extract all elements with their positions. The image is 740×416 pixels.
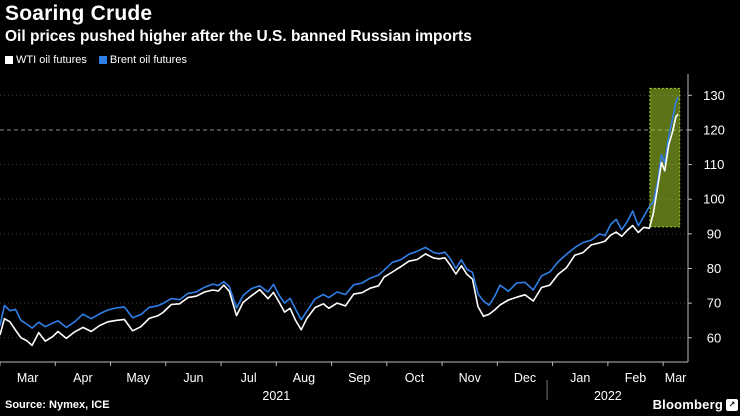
legend-label-brent: Brent oil futures [109,54,187,66]
x-year-label: 2021 [262,389,290,403]
x-tick-label: Oct [405,371,425,385]
x-tick-label: Aug [293,371,315,385]
y-tick-label: 110 [704,157,725,172]
x-tick-label: Sep [348,371,370,385]
x-tick-label: Jul [241,371,257,385]
y-tick-label: 120 [703,122,725,137]
x-tick-label: Jan [570,371,590,385]
y-tick-label: 130 [703,88,725,103]
legend-swatch-wti [5,56,13,64]
x-tick-label: Feb [625,371,647,385]
x-year-label: 2022 [594,389,622,403]
x-tick-label: Jun [183,371,203,385]
y-tick-label: 100 [703,192,725,207]
x-tick-label: Apr [73,371,92,385]
share-icon[interactable]: ↗ [726,399,738,411]
legend-item-brent: Brent oil futures [98,54,187,66]
x-tick-label: May [126,371,150,385]
legend-item-wti: WTI oil futures [5,54,87,66]
source-note: Source: Nymex, ICE [5,399,110,411]
legend: WTI oil futures Brent oil futures [5,54,187,66]
y-axis-title: U.S. dollars a barrel [736,157,740,294]
x-tick-label: Nov [459,371,482,385]
series-line-wti [0,113,679,347]
legend-swatch-brent [98,56,107,64]
y-tick-label: 60 [707,330,721,345]
bloomberg-logo: Bloomberg [652,397,723,412]
x-tick-label: Mar [17,371,39,385]
legend-label-wti: WTI oil futures [16,54,87,66]
series-line-brent [0,96,679,329]
x-tick-label: Dec [514,371,536,385]
x-tick-label: Mar [665,371,687,385]
chart-subtitle: Oil prices pushed higher after the U.S. … [5,28,472,45]
y-tick-label: 80 [707,261,721,276]
chart-title: Soaring Crude [5,2,153,25]
y-tick-label: 70 [707,296,721,311]
y-tick-label: 90 [707,226,721,241]
